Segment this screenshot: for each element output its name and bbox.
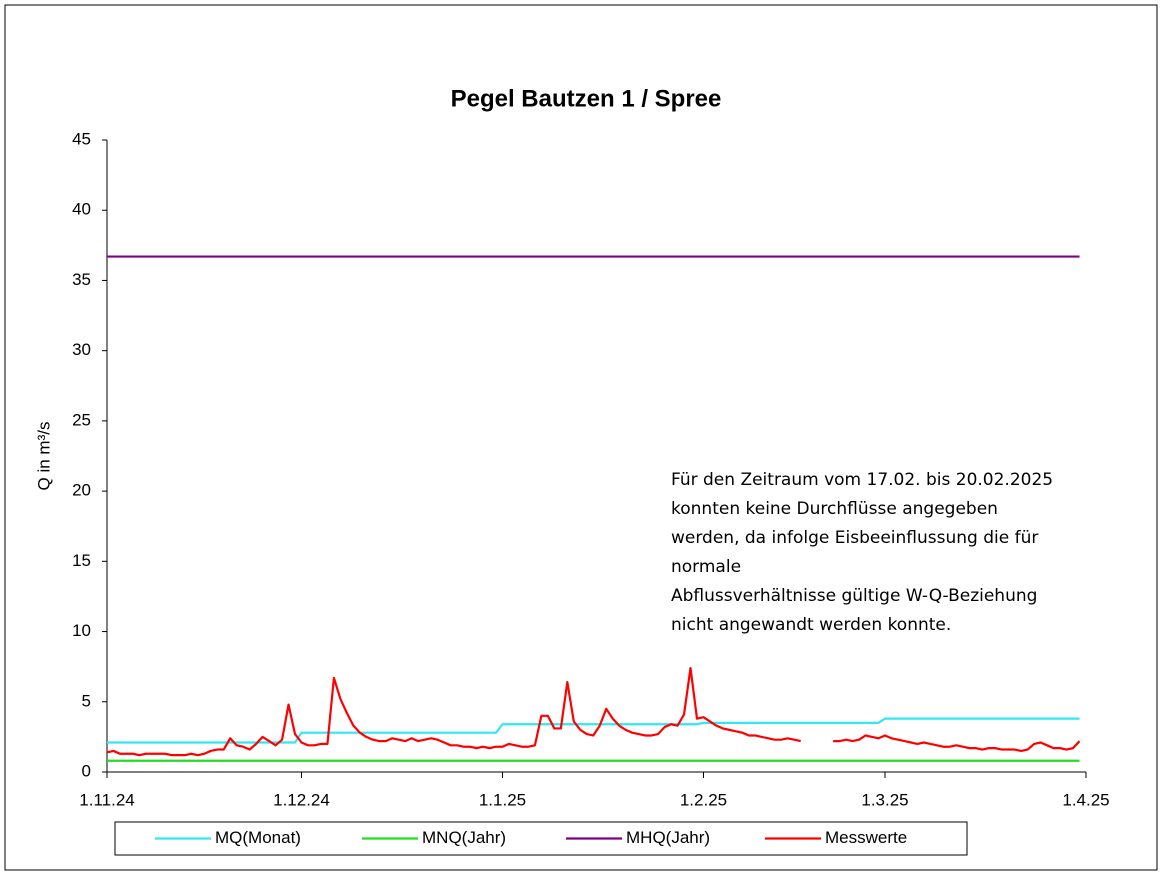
- y-tick-label: 25: [72, 410, 91, 429]
- x-tick-label: 1.12.24: [273, 790, 330, 809]
- x-tick-label: 1.4.25: [1062, 790, 1109, 809]
- annotation: Für den Zeitraum vom 17.02. bis 20.02.20…: [671, 470, 1053, 490]
- y-tick-label: 40: [72, 200, 91, 219]
- x-tick-label: 1.1.25: [479, 790, 526, 809]
- y-tick-label: 30: [72, 340, 91, 359]
- series-line: [106, 666, 801, 757]
- annotation: nicht angewandt werden konnte.: [671, 615, 951, 635]
- y-tick-label: 20: [72, 481, 91, 500]
- annotation: konnten keine Durchflüsse angegeben: [671, 499, 998, 519]
- y-tick-label: 0: [82, 761, 91, 780]
- y-tick-label: 15: [72, 551, 91, 570]
- chart-frame: [4, 4, 1158, 871]
- y-tick-label: 10: [72, 621, 91, 640]
- chart-title: Pegel Bautzen 1 / Spree: [451, 85, 722, 112]
- y-tick-label: 5: [82, 691, 91, 710]
- legend-box: [114, 821, 968, 856]
- legend-label: MHQ(Jahr): [626, 828, 710, 847]
- annotation: werden, da infolge Eisbeeinflussung die …: [671, 528, 1038, 548]
- annotation: normale: [671, 557, 741, 577]
- legend-label: MQ(Monat): [215, 828, 301, 847]
- series-line: [833, 734, 1081, 753]
- y-tick-label: 35: [72, 270, 91, 289]
- legend-label: MNQ(Jahr): [422, 828, 506, 847]
- x-tick-label: 1.11.24: [79, 790, 134, 809]
- legend-label: Messwerte: [825, 828, 907, 847]
- y-tick-label: 45: [72, 129, 91, 148]
- y-axis-label: Q in m³/s: [34, 422, 53, 491]
- annotation: Abflussverhältnisse gültige W-Q-Beziehun…: [671, 586, 1037, 606]
- x-tick-label: 1.2.25: [680, 790, 727, 809]
- x-tick-label: 1.3.25: [861, 790, 908, 809]
